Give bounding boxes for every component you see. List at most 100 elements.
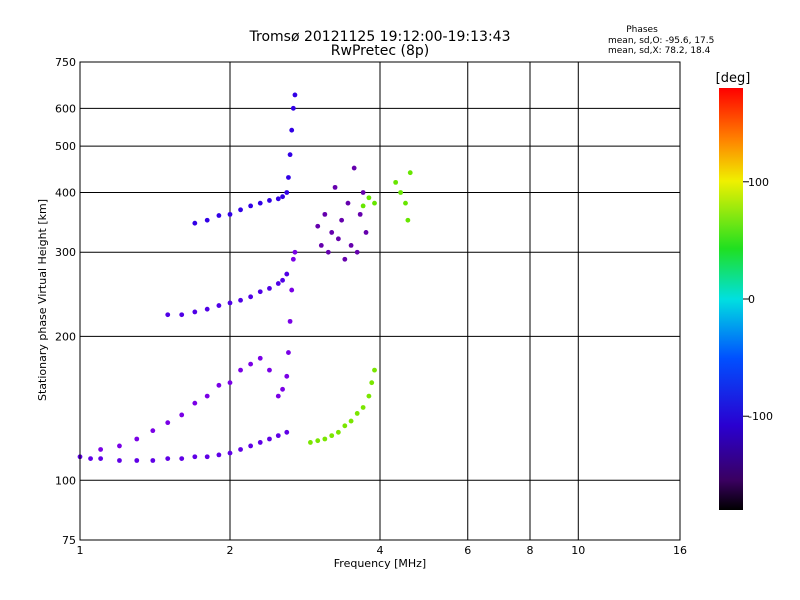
data-point xyxy=(360,405,366,410)
data-point xyxy=(257,200,263,206)
plot-frame xyxy=(79,61,681,541)
x-tick-label: 6 xyxy=(464,544,471,557)
data-point xyxy=(339,217,345,223)
colorbar-tick-label: 0 xyxy=(748,293,755,306)
data-point xyxy=(407,170,413,176)
data-point xyxy=(325,249,331,255)
data-point xyxy=(227,380,233,386)
y-tick-label: 600 xyxy=(55,102,76,115)
data-point xyxy=(192,454,198,460)
data-point xyxy=(98,447,104,452)
data-point xyxy=(238,207,243,213)
y-tick-label: 500 xyxy=(55,140,76,153)
data-point xyxy=(348,418,354,424)
data-point xyxy=(280,277,285,283)
data-point xyxy=(393,179,399,185)
data-point xyxy=(238,297,243,303)
data-point xyxy=(322,211,328,217)
data-point xyxy=(134,436,140,442)
data-point xyxy=(165,456,171,462)
data-point xyxy=(315,223,321,229)
data-point xyxy=(290,105,296,111)
data-point xyxy=(287,318,293,324)
data-point xyxy=(280,386,285,392)
data-point xyxy=(88,456,93,462)
data-point xyxy=(292,92,298,98)
data-point xyxy=(284,429,290,435)
stats-line-x: mean, sd,X: 78.2, 18.4 xyxy=(608,46,711,56)
data-point xyxy=(366,195,372,201)
data-point xyxy=(98,456,104,462)
y-tick-label: 400 xyxy=(55,186,76,199)
data-point xyxy=(267,367,272,373)
data-point xyxy=(150,428,156,434)
data-point xyxy=(227,211,233,217)
data-point xyxy=(360,203,366,209)
stats-heading: Phases xyxy=(626,25,658,35)
x-tick-label: 1 xyxy=(77,544,84,557)
x-axis: 1 2 4 6 8 10 16 xyxy=(77,544,688,557)
x-axis-label: Frequency [MHz] xyxy=(334,557,426,570)
data-point xyxy=(216,213,222,218)
data-point xyxy=(165,420,171,426)
data-point xyxy=(216,452,222,458)
data-point xyxy=(342,256,348,262)
data-point xyxy=(354,249,360,255)
data-point xyxy=(284,373,290,379)
x-tick-label: 10 xyxy=(571,544,585,557)
x-tick-label: 8 xyxy=(527,544,534,557)
data-point xyxy=(275,433,281,439)
y-tick-label: 750 xyxy=(55,56,76,69)
y-tick-label: 75 xyxy=(62,534,76,547)
colorbar-tick-label: 100 xyxy=(748,176,769,189)
x-tick-label: 4 xyxy=(377,544,384,557)
data-point xyxy=(318,243,324,248)
data-point xyxy=(216,382,222,388)
data-point xyxy=(165,312,171,318)
data-point xyxy=(329,230,335,235)
data-point xyxy=(227,300,233,306)
data-point xyxy=(354,411,360,416)
data-point xyxy=(290,256,296,262)
data-point xyxy=(286,175,291,180)
data-point xyxy=(335,236,341,242)
data-point xyxy=(248,294,254,300)
data-point xyxy=(179,312,185,318)
data-point xyxy=(192,220,198,226)
data-point xyxy=(204,454,210,460)
data-point xyxy=(248,443,254,449)
colorbar-tick-label: -100 xyxy=(748,410,773,423)
data-point xyxy=(238,447,243,452)
data-point xyxy=(267,198,272,203)
data-point xyxy=(257,440,263,445)
data-point xyxy=(192,309,198,315)
data-point xyxy=(257,289,263,295)
data-point xyxy=(275,281,281,286)
colorbar-label: [deg] xyxy=(716,71,751,86)
x-tick-label: 2 xyxy=(227,544,234,557)
data-point xyxy=(204,217,210,223)
y-tick-label: 200 xyxy=(55,330,76,343)
data-point xyxy=(366,393,372,399)
data-point xyxy=(238,367,243,373)
data-point xyxy=(335,429,341,435)
data-point xyxy=(292,249,298,255)
data-point xyxy=(267,436,272,442)
data-point xyxy=(192,400,198,406)
data-point xyxy=(284,190,290,195)
chart-title: Tromsø 20121125 19:12:00-19:13:43 xyxy=(249,29,511,45)
data-point xyxy=(360,190,366,195)
data-point xyxy=(117,458,122,463)
data-point xyxy=(248,203,254,209)
data-point xyxy=(398,190,404,195)
y-tick-label: 100 xyxy=(55,474,76,487)
data-point xyxy=(216,303,222,308)
stats-line-o: mean, sd,O: -95.6, 17.5 xyxy=(608,36,714,46)
y-axis: 75 100 200 300 400 500 600 750 xyxy=(55,56,76,547)
data-point xyxy=(134,458,140,463)
data-point xyxy=(289,287,295,293)
data-point xyxy=(372,367,377,373)
data-point xyxy=(287,152,293,158)
data-point xyxy=(117,443,122,449)
